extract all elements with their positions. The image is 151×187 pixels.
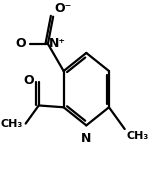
Text: O⁻: O⁻ [55,2,72,15]
Text: O: O [16,37,26,50]
Text: O: O [24,74,34,88]
Text: N⁺: N⁺ [49,37,66,50]
Text: CH₃: CH₃ [1,119,23,129]
Text: N: N [81,132,92,145]
Text: CH₃: CH₃ [127,131,149,141]
